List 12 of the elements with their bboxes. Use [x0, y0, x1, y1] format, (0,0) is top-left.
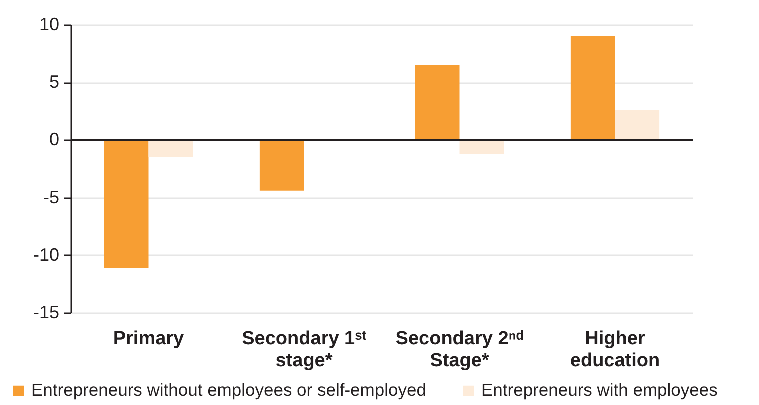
- legend-label: Entrepreneurs with employees: [482, 380, 718, 400]
- y-tick-label: 0: [49, 130, 60, 150]
- y-tick-label: 5: [49, 72, 60, 92]
- y-tick-label: 10: [39, 14, 60, 34]
- legend-label: Entrepreneurs without employees or self-employed: [32, 380, 426, 400]
- x-tick-label: Higher education: [570, 328, 660, 372]
- y-tick-label: -5: [43, 187, 60, 208]
- x-tick-label: Secondary 2ⁿᵈ Stage*: [396, 328, 524, 372]
- x-tick-label: Primary: [113, 328, 185, 350]
- y-tick-label: -10: [33, 244, 60, 265]
- x-tick-label: Secondary 1ˢᵗ stage*: [242, 328, 368, 372]
- y-tick-label: -15: [33, 302, 60, 322]
